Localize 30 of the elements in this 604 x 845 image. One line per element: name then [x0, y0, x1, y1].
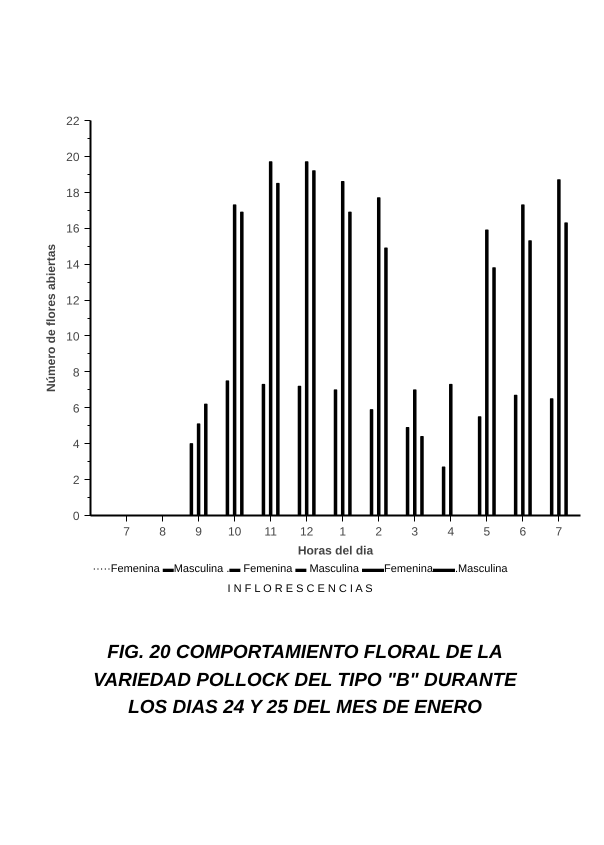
y-tick-label: 14 [66, 258, 80, 272]
x-tick-label: 10 [228, 524, 242, 538]
y-tick-label: 22 [66, 114, 80, 128]
x-tick-label: 2 [375, 524, 382, 538]
y-tick-label: 12 [66, 294, 80, 308]
x-tick-label: 7 [556, 524, 563, 538]
x-axis-title: Horas del dia [298, 544, 374, 558]
y-tick-label: 4 [72, 437, 80, 452]
x-tick-label: 7 [123, 524, 130, 538]
x-tick-label: 1 [339, 524, 346, 538]
text: ·····Femenina ▬Masculina .▬ Femenina ▬ Masculina ▬▬Femenina▬▬.Masculina [92, 562, 508, 577]
y-tick-label: 2 [72, 473, 80, 488]
y-tick-label: 0 [72, 509, 80, 523]
x-tick-label: 5 [483, 524, 490, 538]
text: FIG. 20 COMPORTAMIENTO FLORAL DE LA VARIEDAD POLLOCK DEL TIPO "B" DURANTE LOS DIAS 24 Y 25 DEL MES DE ENERO [93, 641, 517, 720]
y-tick-label: 6 [72, 401, 80, 416]
x-tick-label: 4 [447, 524, 454, 538]
x-tick-label: 6 [520, 524, 527, 538]
x-tick-label: 11 [264, 524, 278, 538]
x-tick-label: 3 [411, 524, 418, 538]
y-tick-label: 18 [66, 186, 80, 200]
y-axis-title: Número de flores abiertas [44, 244, 58, 392]
y-tick-label: 8 [72, 365, 80, 380]
x-tick-label: 9 [195, 524, 202, 538]
text: I N F L O R E S C E N C I A S [227, 582, 373, 597]
y-tick-label: 20 [66, 150, 80, 164]
x-tick-label: 8 [159, 524, 166, 538]
y-tick-label: 16 [66, 222, 80, 236]
x-tick-label: 12 [300, 524, 314, 538]
y-tick-label: 10 [66, 329, 80, 344]
